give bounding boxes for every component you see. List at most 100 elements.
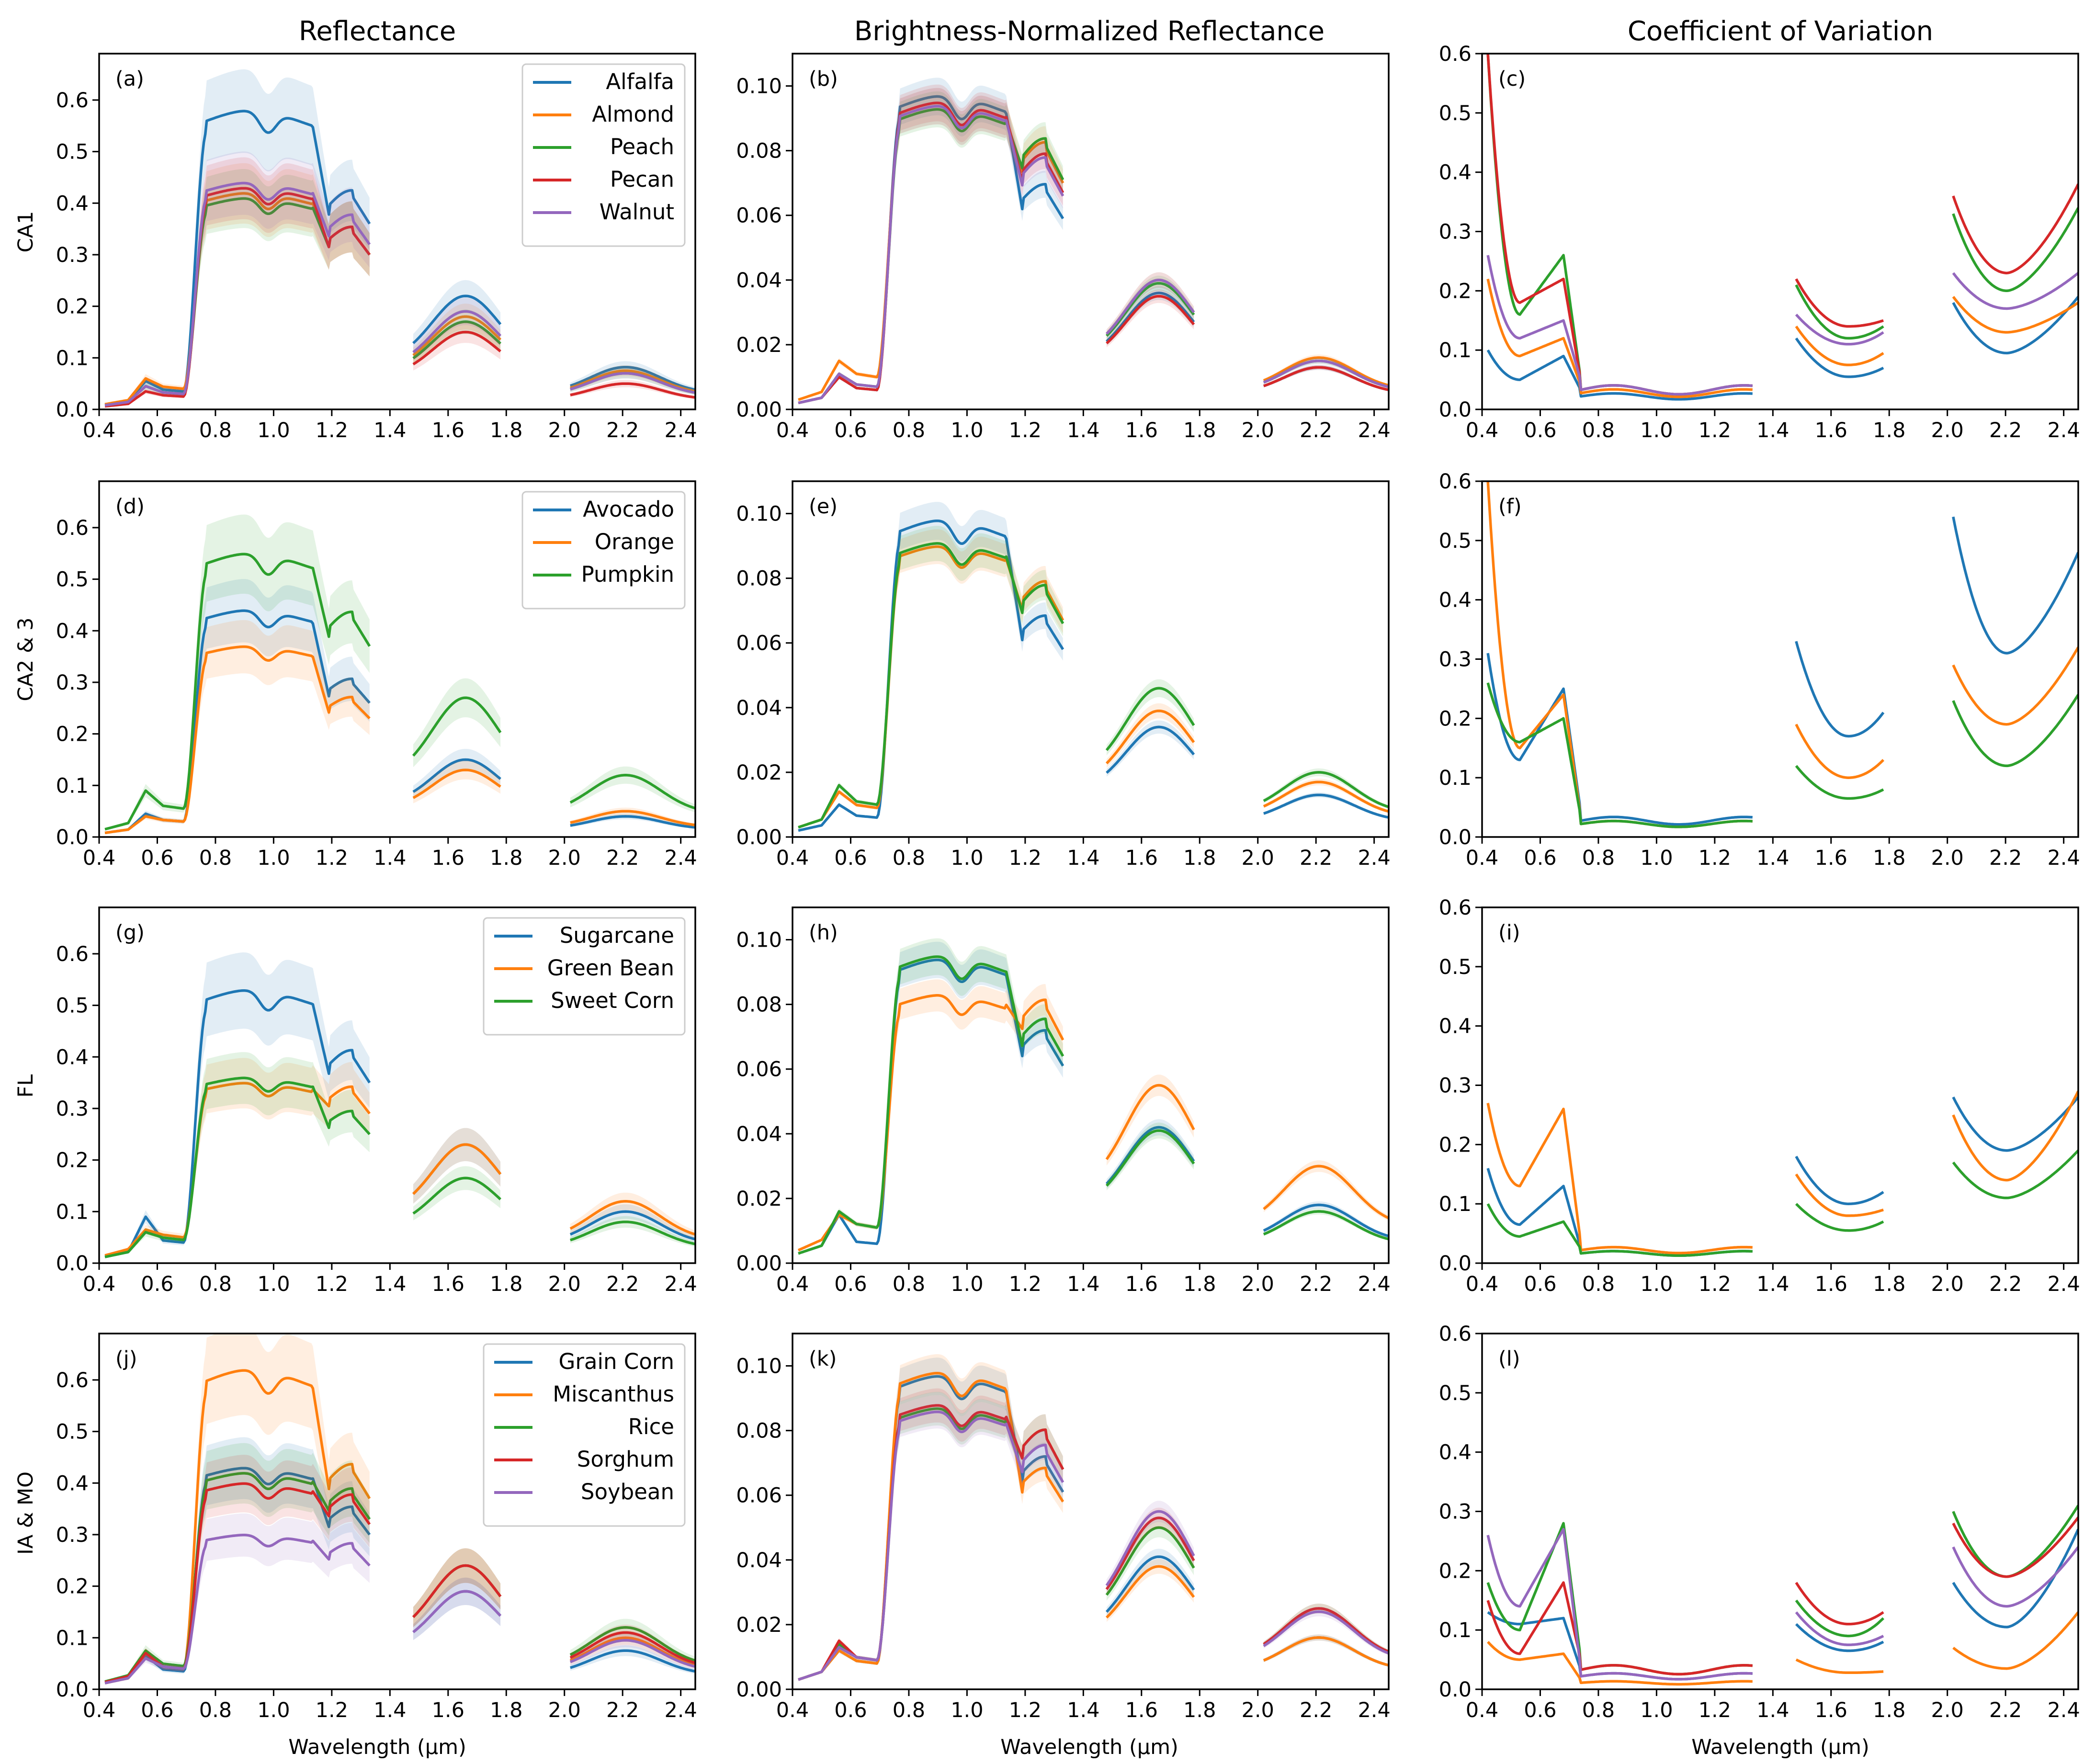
series-line-pumpkin	[1795, 765, 1884, 800]
legend-entry: Alfalfa	[606, 69, 674, 94]
x-tick-label: 1.8	[1873, 1272, 1905, 1296]
series-line-avocado	[1795, 641, 1885, 738]
series-line-orange	[1263, 780, 1389, 813]
x-tick-label: 2.2	[606, 1698, 639, 1722]
plot-area	[104, 1334, 695, 1685]
series-line-sorghum	[412, 1564, 502, 1618]
panel-label: (b)	[809, 67, 838, 91]
series-band	[105, 69, 370, 406]
y-tick-label: 0.04	[736, 269, 782, 293]
y-tick-label: 0.4	[56, 619, 89, 643]
legend-entry: Pecan	[610, 167, 674, 192]
series-line-walnut	[1795, 314, 1884, 346]
x-tick-label: 2.0	[548, 1698, 581, 1722]
series-line-sorghum	[1952, 1516, 2078, 1578]
y-tick-label: 0.02	[736, 1187, 782, 1211]
series-line-green-bean	[1263, 1165, 1389, 1220]
y-tick-label: 0.6	[1439, 896, 1472, 920]
series-band	[570, 1204, 695, 1243]
x-tick-label: 0.6	[1524, 1272, 1556, 1296]
series-line-miscanthus	[569, 1636, 695, 1667]
legend: Avocado Orange Pumpkin	[521, 491, 686, 610]
legend-entry: Walnut	[600, 199, 674, 225]
y-tick-label: 0.10	[736, 1355, 782, 1379]
x-tick-label: 1.2	[1009, 846, 1042, 870]
series-line-peach	[798, 108, 1064, 405]
series-band	[105, 1052, 370, 1258]
series-line-sweet-corn	[1952, 1149, 2078, 1199]
series-line-alfalfa	[1952, 295, 2078, 355]
legend-entry: Grain Corn	[559, 1349, 674, 1374]
series-line-almond	[412, 315, 502, 357]
y-tick-label: 0.0	[56, 825, 89, 849]
y-tick-label: 0.4	[1439, 588, 1472, 612]
row-label-ia-mo: IA & MO	[14, 1471, 38, 1555]
series-line-sorghum	[1795, 1582, 1884, 1626]
y-tick-label: 0.08	[736, 993, 782, 1017]
series-band	[1263, 358, 1389, 388]
series-band	[798, 84, 1063, 404]
series-band	[105, 163, 370, 405]
y-tick-label: 0.6	[1439, 42, 1472, 66]
series-line-green-bean	[797, 994, 1064, 1252]
series-line-pecan	[1952, 183, 2078, 274]
series-line-soybean	[104, 1534, 371, 1685]
y-tick-label: 0.08	[736, 567, 782, 591]
series-band	[413, 297, 501, 361]
x-tick-label: 1.6	[1125, 1698, 1158, 1722]
y-tick-label: 0.1	[1439, 766, 1472, 790]
series-band	[798, 88, 1063, 400]
x-tick-label: 2.2	[1300, 1698, 1332, 1722]
series-line-green-bean	[1486, 1103, 1753, 1255]
series-band	[1106, 1507, 1194, 1595]
y-tick-label: 0.06	[736, 632, 782, 656]
y-tick-label: 0.5	[1439, 102, 1472, 125]
y-tick-label: 0.1	[1439, 339, 1472, 362]
series-band	[570, 1192, 695, 1239]
series-line-rice	[1795, 1599, 1885, 1638]
y-tick-label: 0.0	[1439, 398, 1472, 422]
x-tick-label: 0.4	[83, 418, 115, 442]
series-line-avocado	[1952, 516, 2078, 655]
series-line-grain-corn	[1952, 1528, 2078, 1628]
series-band	[105, 1334, 370, 1684]
x-tick-label: 2.4	[2047, 418, 2080, 442]
legend-box	[483, 1343, 686, 1527]
series-line-sweet-corn	[570, 1221, 695, 1245]
x-tick-label: 1.2	[316, 846, 348, 870]
series-band	[413, 309, 501, 366]
y-tick-label: 0.0	[1439, 825, 1472, 849]
series-band	[105, 1058, 370, 1257]
series-line-sweet-corn	[1795, 1203, 1884, 1232]
panel-i: 0.0 0.1 0.2 0.3 0.4 0.5 0.6 0.4 0.6 0.8 1.0 1.2 1.4 1…	[1439, 896, 2080, 1296]
x-tick-label: 1.8	[1873, 846, 1905, 870]
y-tick-label: 0.00	[736, 825, 782, 849]
series-line-avocado	[1263, 793, 1389, 819]
x-tick-label: 2.2	[1989, 1272, 2022, 1296]
y-tick-label: 0.0	[1439, 1678, 1472, 1702]
y-tick-label: 0.3	[1439, 1500, 1472, 1524]
plot-area	[1486, 1090, 2078, 1257]
series-band	[1263, 1607, 1389, 1656]
series-band	[570, 1625, 695, 1667]
x-tick-label: 1.0	[257, 1698, 290, 1722]
series-line-orange	[1952, 646, 2078, 726]
y-tick-label: 0.1	[1439, 1618, 1472, 1642]
y-tick-label: 0.5	[56, 994, 89, 1018]
series-band	[570, 1645, 695, 1674]
series-line-grain-corn	[570, 1649, 695, 1673]
x-tick-label: 0.4	[776, 418, 809, 442]
x-tick-label: 2.2	[606, 418, 639, 442]
x-tick-label: 0.4	[1466, 846, 1498, 870]
axes-frame	[792, 53, 1390, 410]
series-line-sorghum	[569, 1631, 695, 1664]
x-tick-label: 1.6	[1815, 846, 1847, 870]
y-tick-label: 0.10	[736, 928, 782, 952]
series-band	[1263, 1201, 1389, 1238]
y-tick-label: 0.04	[736, 696, 782, 720]
x-tick-label: 0.6	[1524, 846, 1556, 870]
y-tick-label: 0.6	[1439, 470, 1472, 494]
series-line-alfalfa	[1795, 337, 1884, 378]
series-line-pecan	[1795, 278, 1884, 328]
